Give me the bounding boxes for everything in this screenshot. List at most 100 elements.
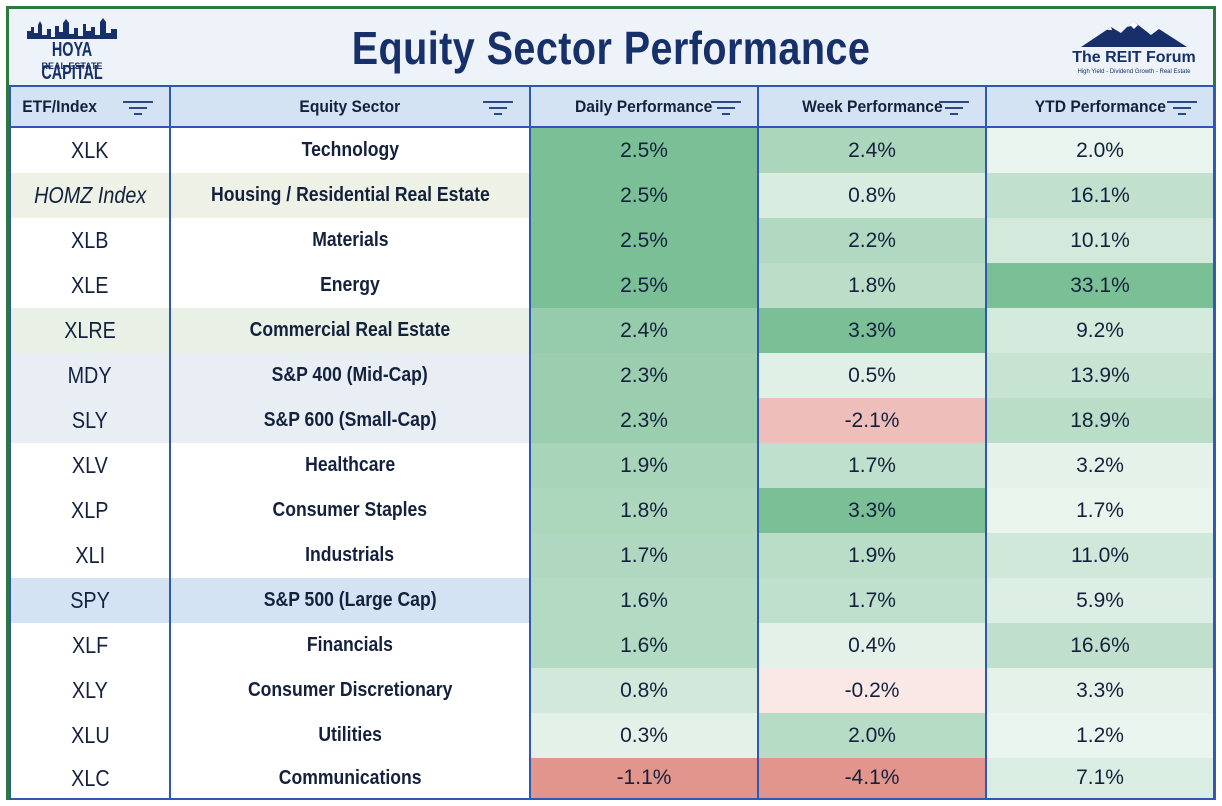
header-row: ETF/Index Equity Sector Daily Performanc… — [9, 85, 1215, 128]
cell-etf: SPY — [9, 578, 171, 623]
ytd-value: 3.3% — [1076, 678, 1124, 702]
column-header-daily-label: Daily Performance — [575, 96, 713, 116]
cell-ytd: 16.1% — [985, 173, 1215, 218]
cell-etf: XLI — [9, 533, 171, 578]
cell-daily: 2.5% — [529, 263, 759, 308]
column-header-week-label: Week Performance — [801, 96, 943, 116]
cell-sector: Utilities — [169, 713, 531, 758]
daily-value: 2.3% — [620, 408, 668, 432]
cell-daily: 1.8% — [529, 488, 759, 533]
etf-label: XLI — [75, 542, 105, 568]
daily-value: 2.5% — [620, 183, 668, 207]
performance-table: ETF/Index Equity Sector Daily Performanc… — [9, 85, 1215, 800]
sector-label: Materials — [311, 229, 389, 251]
table-row: XLK Technology 2.5% 2.4% 2.0% — [9, 127, 1215, 173]
ytd-value: 13.9% — [1070, 363, 1130, 387]
table-row: SPY S&P 500 (Large Cap) 1.6% 1.7% 5.9% — [9, 578, 1215, 623]
cell-daily: 1.6% — [529, 578, 759, 623]
column-header-ytd[interactable]: YTD Performance — [985, 85, 1215, 128]
ytd-value: 1.2% — [1076, 723, 1124, 747]
ytd-value: 16.1% — [1070, 183, 1130, 207]
logo-right-line1: The REIT Forum — [1072, 49, 1196, 66]
table-row: XLC Communications -1.1% -4.1% 7.1% — [9, 758, 1215, 800]
logo-left-line2: REAL ESTATE — [41, 61, 103, 71]
hoya-capital-logo: HOYA CAPITAL REAL ESTATE — [25, 17, 119, 84]
week-value: 2.0% — [848, 723, 896, 747]
cell-week: 3.3% — [757, 488, 987, 533]
etf-label: XLV — [72, 452, 108, 478]
cell-daily: 0.3% — [529, 713, 759, 758]
cell-sector: Consumer Staples — [169, 488, 531, 533]
cell-sector: Healthcare — [169, 443, 531, 488]
column-header-daily[interactable]: Daily Performance — [529, 85, 759, 128]
ytd-value: 2.0% — [1076, 138, 1124, 162]
daily-value: 0.8% — [620, 678, 668, 702]
sector-label: Technology — [301, 139, 399, 161]
cell-week: -2.1% — [757, 398, 987, 443]
cell-etf: XLF — [9, 623, 171, 668]
filter-icon[interactable] — [123, 100, 153, 116]
table-row: SLY S&P 600 (Small-Cap) 2.3% -2.1% 18.9% — [9, 398, 1215, 443]
table-row: MDY S&P 400 (Mid-Cap) 2.3% 0.5% 13.9% — [9, 353, 1215, 398]
etf-label: XLY — [72, 677, 108, 703]
ytd-value: 5.9% — [1076, 588, 1124, 612]
logo-left-line1: HOYA CAPITAL — [41, 39, 103, 84]
etf-label: SPY — [70, 587, 110, 613]
cell-week: 3.3% — [757, 308, 987, 353]
week-value: 3.3% — [848, 318, 896, 342]
table-row: XLU Utilities 0.3% 2.0% 1.2% — [9, 713, 1215, 758]
column-header-ytd-label: YTD Performance — [1034, 96, 1166, 116]
cell-etf: XLRE — [9, 308, 171, 353]
cell-week: 2.0% — [757, 713, 987, 758]
week-value: 1.9% — [848, 543, 896, 567]
cell-sector: Financials — [169, 623, 531, 668]
cell-etf: XLK — [9, 127, 171, 173]
table-row: XLRE Commercial Real Estate 2.4% 3.3% 9.2% — [9, 308, 1215, 353]
cell-sector: Materials — [169, 218, 531, 263]
cell-daily: 2.5% — [529, 218, 759, 263]
filter-icon[interactable] — [711, 100, 741, 116]
etf-label: HOMZ Index — [33, 182, 147, 208]
table-body: XLK Technology 2.5% 2.4% 2.0% HOMZ Index Housi… — [9, 127, 1215, 800]
etf-label: XLK — [71, 137, 109, 163]
cell-ytd: 11.0% — [985, 533, 1215, 578]
cell-etf: XLV — [9, 443, 171, 488]
daily-value: -1.1% — [616, 766, 672, 789]
week-value: -4.1% — [844, 766, 900, 789]
cell-sector: S&P 500 (Large Cap) — [169, 578, 531, 623]
cell-daily: 2.3% — [529, 398, 759, 443]
cell-ytd: 2.0% — [985, 127, 1215, 173]
ytd-value: 3.2% — [1076, 453, 1124, 477]
cell-ytd: 3.3% — [985, 668, 1215, 713]
column-header-etf[interactable]: ETF/Index — [9, 85, 171, 128]
column-header-sector[interactable]: Equity Sector — [169, 85, 531, 128]
week-value: 3.3% — [848, 498, 896, 522]
cell-ytd: 3.2% — [985, 443, 1215, 488]
cell-daily: 0.8% — [529, 668, 759, 713]
cell-etf: XLC — [9, 758, 171, 800]
cell-etf: XLE — [9, 263, 171, 308]
filter-icon[interactable] — [483, 100, 513, 116]
logo-right-line2: High Yield - Dividend Growth - Real Esta… — [1077, 69, 1191, 75]
page-title: Equity Sector Performance — [351, 22, 871, 74]
week-value: 2.2% — [848, 228, 896, 252]
cell-etf: XLP — [9, 488, 171, 533]
cell-sector: Consumer Discretionary — [169, 668, 531, 713]
filter-icon[interactable] — [1167, 100, 1197, 116]
cell-ytd: 9.2% — [985, 308, 1215, 353]
reit-forum-logo: The REIT Forum High Yield - Dividend Gro… — [1069, 19, 1199, 81]
table-row: XLV Healthcare 1.9% 1.7% 3.2% — [9, 443, 1215, 488]
cell-daily: 1.7% — [529, 533, 759, 578]
table-row: HOMZ Index Housing / Residential Real Est… — [9, 173, 1215, 218]
cell-daily: 2.5% — [529, 173, 759, 218]
week-value: 2.4% — [848, 138, 896, 162]
cell-etf: XLY — [9, 668, 171, 713]
cell-ytd: 10.1% — [985, 218, 1215, 263]
column-header-etf-label: ETF/Index — [22, 97, 97, 116]
cell-etf: XLU — [9, 713, 171, 758]
table-row: XLI Industrials 1.7% 1.9% 11.0% — [9, 533, 1215, 578]
sector-label: Commercial Real Estate — [249, 319, 451, 341]
filter-icon[interactable] — [939, 100, 969, 116]
cell-week: 0.4% — [757, 623, 987, 668]
column-header-week[interactable]: Week Performance — [757, 85, 987, 128]
